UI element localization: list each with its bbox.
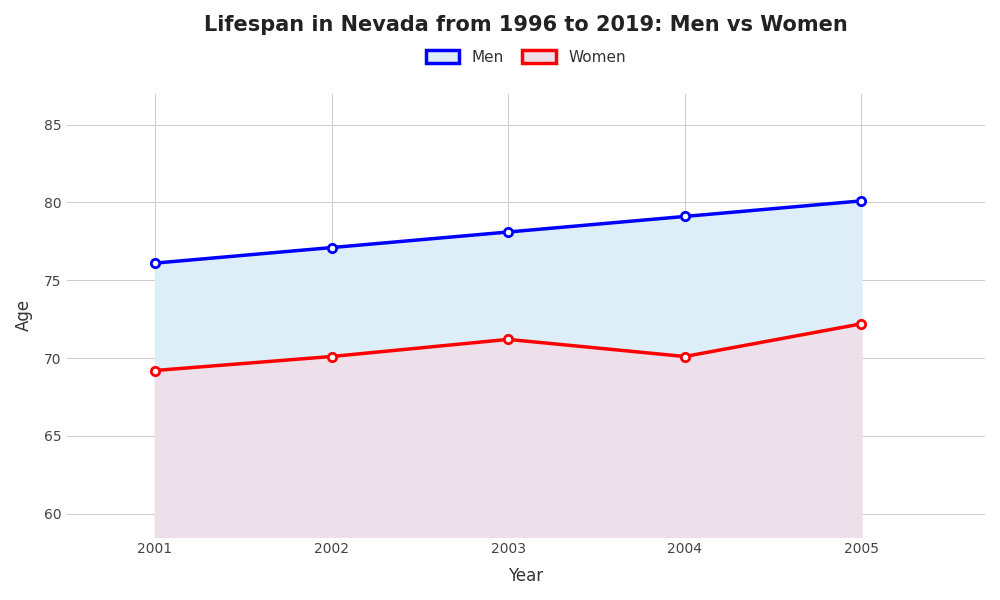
Legend: Men, Women: Men, Women (420, 43, 632, 71)
X-axis label: Year: Year (508, 567, 543, 585)
Title: Lifespan in Nevada from 1996 to 2019: Men vs Women: Lifespan in Nevada from 1996 to 2019: Me… (204, 15, 848, 35)
Y-axis label: Age: Age (15, 299, 33, 331)
